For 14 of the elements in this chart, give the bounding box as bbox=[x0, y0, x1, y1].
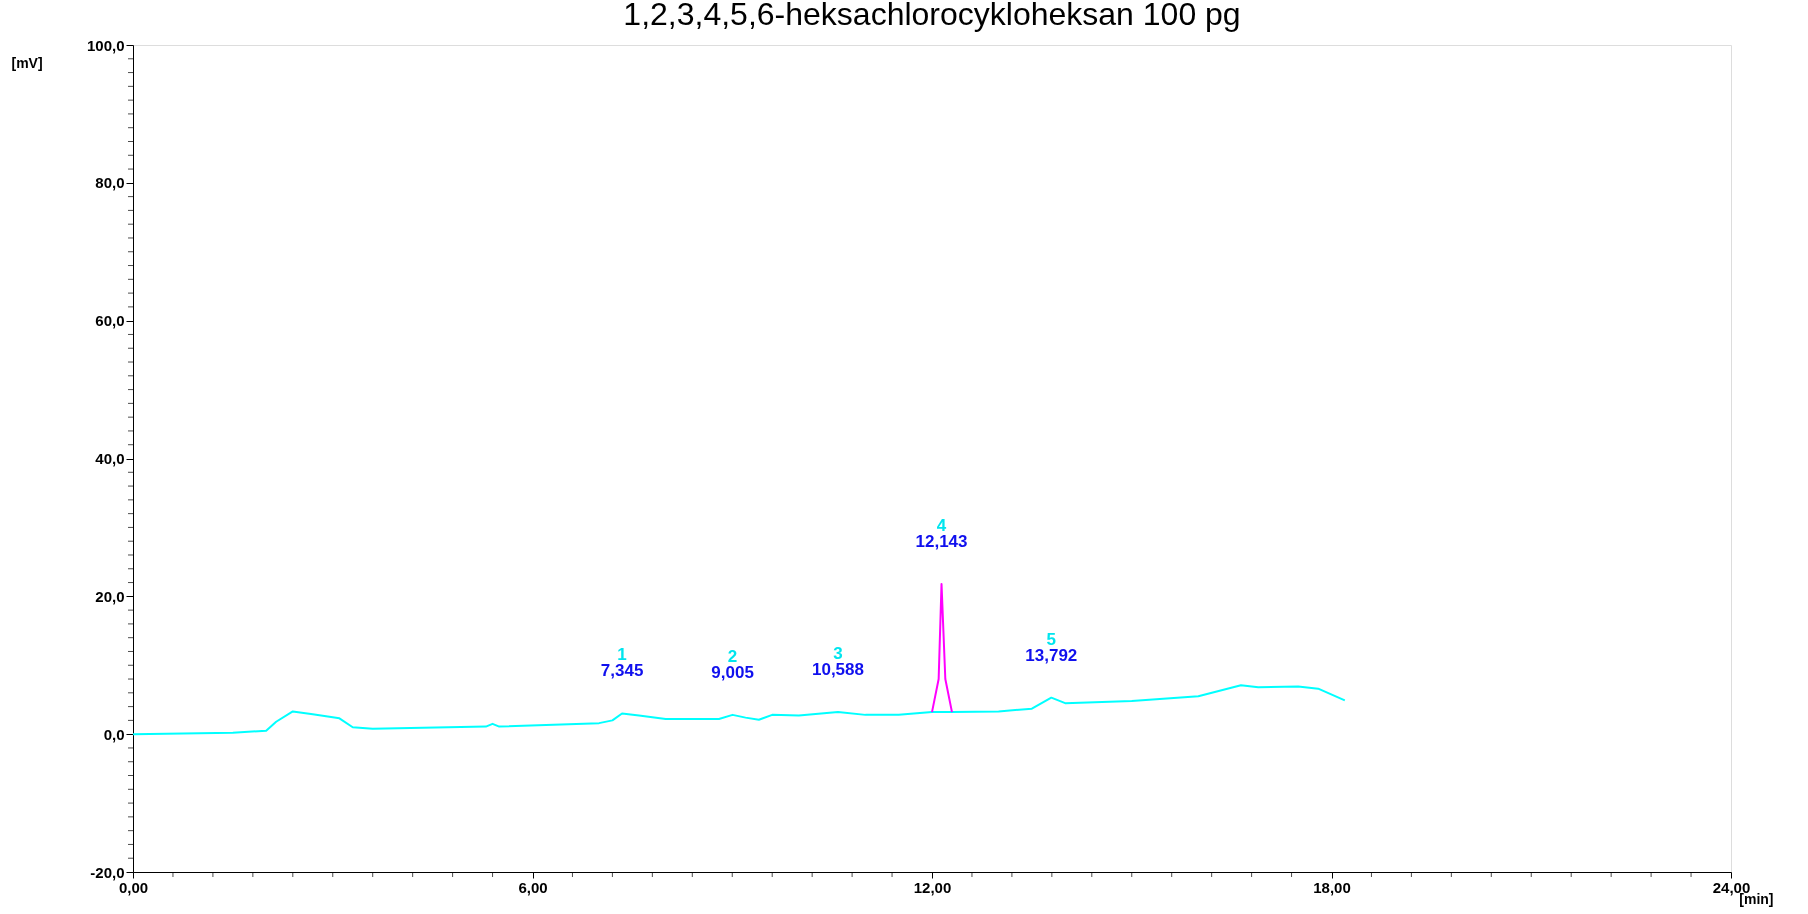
y-tick-label: 100,0 bbox=[86, 36, 125, 54]
y-tick-label: -20,0 bbox=[90, 863, 125, 881]
y-axis-title: [mV] bbox=[11, 54, 43, 71]
x-tick-label: 18,00 bbox=[1313, 878, 1351, 896]
x-tick-label: 6,00 bbox=[518, 878, 548, 896]
y-tick-label: 60,0 bbox=[95, 312, 125, 330]
chart-title: 1,2,3,4,5,6-heksachlorocykloheksan 100 pg bbox=[623, 0, 1241, 32]
y-tick-label: 0,0 bbox=[103, 725, 125, 743]
x-tick-label: 0,00 bbox=[118, 878, 149, 896]
y-tick-label: 80,0 bbox=[95, 174, 125, 192]
y-tick-label: 40,0 bbox=[95, 450, 125, 467]
x-tick-label: 12,00 bbox=[913, 878, 952, 896]
line-series bbox=[133, 684, 1346, 736]
y-tick-label: 20,0 bbox=[95, 587, 125, 605]
